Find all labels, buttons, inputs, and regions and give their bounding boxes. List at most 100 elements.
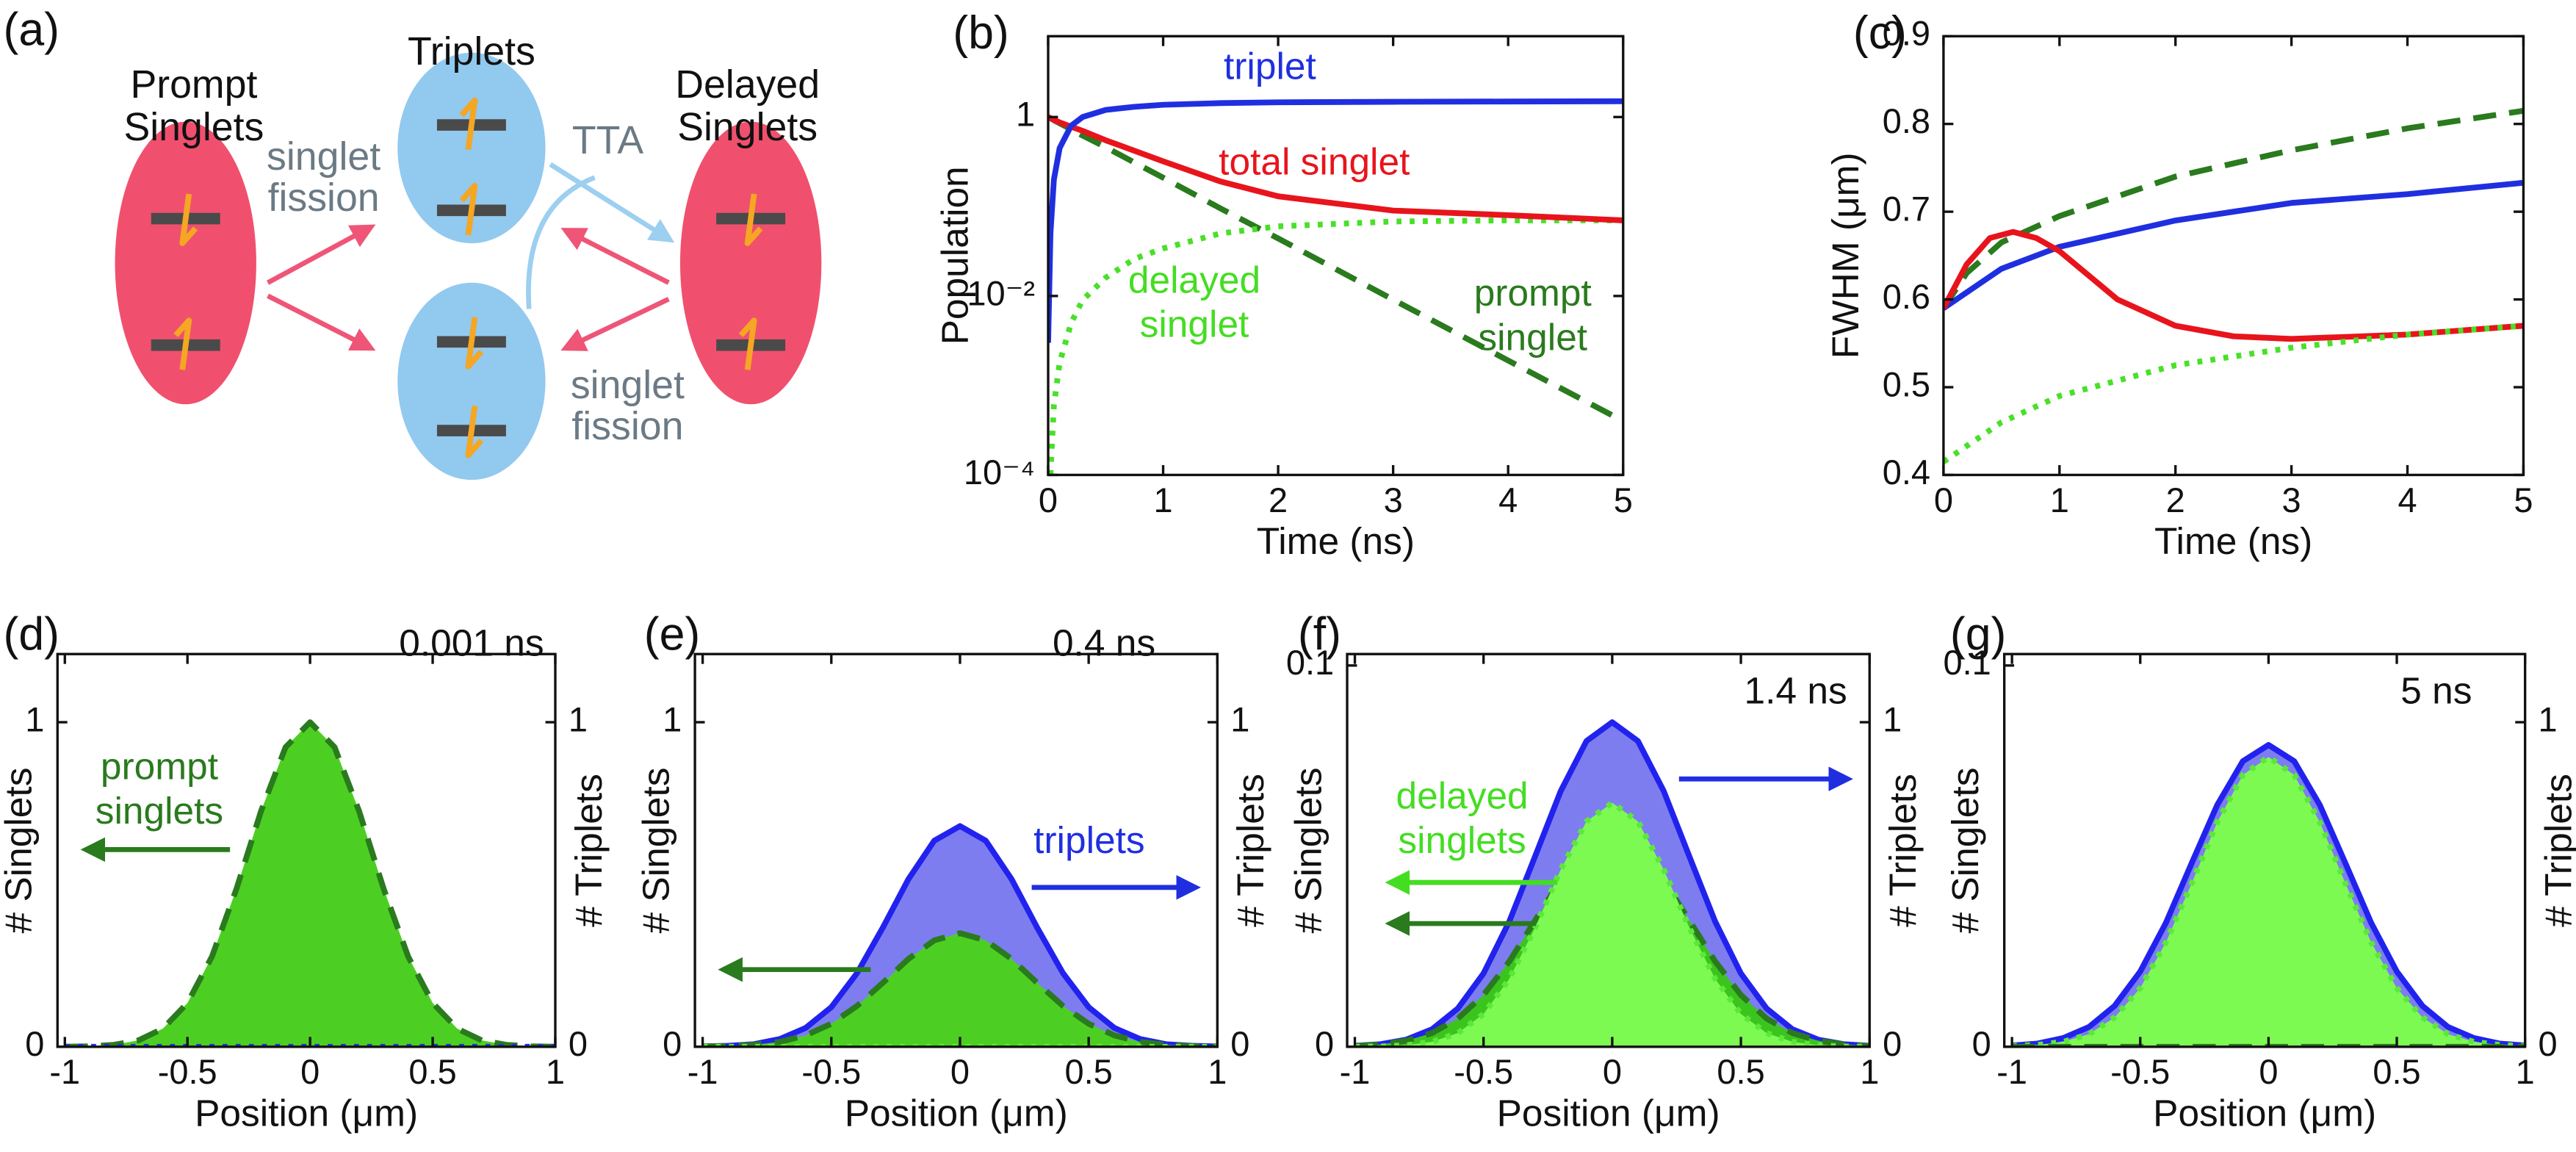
y-axis-label: # Singlets bbox=[1286, 768, 1329, 934]
y2-axis-label: # Triplets bbox=[567, 774, 610, 927]
line bbox=[702, 823, 1218, 1047]
x-tick-label: 3 bbox=[2282, 480, 2301, 519]
spin bbox=[179, 193, 198, 247]
line bbox=[2011, 742, 2525, 1047]
x-tick-label: -1 bbox=[1996, 1052, 2027, 1091]
spin bbox=[459, 97, 478, 151]
x-axis-label: Position (μm) bbox=[195, 1091, 418, 1134]
state-label: Singlets bbox=[677, 105, 818, 149]
y2-tick-label: 0 bbox=[569, 1024, 588, 1063]
line bbox=[1047, 114, 1623, 223]
plot-area bbox=[2011, 742, 2525, 1047]
line bbox=[1354, 836, 1870, 1047]
x-tick-label: 1 bbox=[2516, 1052, 2535, 1091]
state-label: Delayed bbox=[675, 62, 820, 107]
x-tick-label: 0 bbox=[1603, 1052, 1622, 1091]
annotation: delayed bbox=[1396, 774, 1528, 817]
y-tick-label: 0.7 bbox=[1883, 190, 1930, 228]
arrow bbox=[560, 228, 670, 285]
line bbox=[65, 719, 555, 1047]
panel-label: (a) bbox=[3, 4, 59, 55]
x-tick-label: 0 bbox=[950, 1052, 970, 1091]
y2-tick-label: 1 bbox=[1883, 699, 1902, 738]
x-tick-label: 1 bbox=[1153, 480, 1172, 519]
arrow bbox=[560, 297, 670, 351]
plot-frame bbox=[693, 652, 1219, 1048]
x-tick-label: 1 bbox=[1860, 1052, 1879, 1091]
annotation: prompt bbox=[1474, 271, 1592, 314]
x-tick-label: 2 bbox=[1269, 480, 1288, 519]
x-tick-label: -0.5 bbox=[1454, 1052, 1513, 1091]
y-tick-label: 1 bbox=[25, 699, 44, 738]
x-tick-label: 3 bbox=[1384, 480, 1403, 519]
x-tick-label: 5 bbox=[1614, 480, 1633, 519]
chart: 0 1 2 3 4 5 0.4 0.5 0.6 0.7 0.8 0.9 Time (ns) FWHM (μ… bbox=[1824, 7, 2533, 562]
line bbox=[1943, 107, 2524, 310]
annotation: singlets bbox=[95, 789, 223, 832]
x-tick-label: 1 bbox=[1208, 1052, 1227, 1091]
process-label: singlet bbox=[267, 134, 380, 179]
area bbox=[702, 933, 1218, 1047]
area bbox=[65, 722, 555, 1047]
y-axis-label: Population bbox=[934, 166, 976, 345]
panel-label: (d) bbox=[3, 608, 59, 660]
x-axis-label: Time (ns) bbox=[1257, 519, 1415, 562]
y-tick-label: 1 bbox=[1016, 95, 1035, 134]
annotation: total singlet bbox=[1219, 140, 1410, 182]
annotation: 5 ns bbox=[2400, 669, 2472, 712]
spin bbox=[738, 317, 757, 370]
triplet-state bbox=[397, 282, 546, 480]
annotation: singlet bbox=[1478, 316, 1587, 359]
y-tick-label: 0.8 bbox=[1883, 101, 1930, 140]
y-axis-label: # Singlets bbox=[0, 768, 40, 934]
plot-area bbox=[1047, 98, 1623, 475]
line bbox=[1354, 719, 1870, 1047]
plot-frame bbox=[1047, 35, 1625, 477]
x-tick-label: 4 bbox=[1498, 480, 1518, 519]
process-label: fission bbox=[571, 404, 683, 448]
y-tick-label: 0.5 bbox=[1883, 364, 1930, 403]
tta-arrow bbox=[549, 162, 675, 243]
plot-area bbox=[1354, 719, 1870, 1047]
x-tick-label: 1 bbox=[546, 1052, 565, 1091]
x-axis-label: Position (μm) bbox=[1497, 1091, 1720, 1134]
panel-label: (e) bbox=[644, 608, 701, 660]
y-tick-label: 0.9 bbox=[1883, 14, 1930, 53]
y2-tick-label: 1 bbox=[2539, 699, 2558, 738]
plot-area bbox=[1943, 107, 2524, 464]
line bbox=[1047, 98, 1623, 343]
x-axis-label: Position (μm) bbox=[2153, 1091, 2376, 1134]
y-tick-label: 0 bbox=[25, 1024, 44, 1063]
x-axis-label: Position (μm) bbox=[845, 1091, 1068, 1134]
y-axis-label: FWHM (μm) bbox=[1824, 152, 1866, 359]
line bbox=[1943, 228, 2524, 342]
y2-tick-label: 0 bbox=[2539, 1024, 2558, 1063]
annotation-arrows bbox=[80, 766, 1853, 982]
y-tick-label: 0 bbox=[1972, 1024, 1991, 1063]
annotation: delayed bbox=[1128, 258, 1260, 300]
spin bbox=[173, 317, 192, 370]
y-tick-label: 0 bbox=[1315, 1024, 1334, 1063]
annotation: triplets bbox=[1033, 818, 1145, 861]
y2-tick-label: 1 bbox=[569, 699, 588, 738]
process-label: fission bbox=[268, 176, 380, 220]
arrow bbox=[267, 293, 376, 351]
annotation: 1.4 ns bbox=[1745, 669, 1847, 712]
annotation: prompt bbox=[101, 744, 218, 787]
x-tick-label: -0.5 bbox=[2110, 1052, 2170, 1091]
spin bbox=[465, 405, 484, 458]
spin bbox=[465, 317, 484, 370]
tta-arc bbox=[526, 175, 596, 309]
x-tick-label: 0.5 bbox=[1065, 1052, 1113, 1091]
y2-axis-label: # Triplets bbox=[1881, 774, 1924, 927]
x-tick-label: 0 bbox=[1039, 480, 1058, 519]
y-tick-label: 0.1 bbox=[1286, 643, 1334, 682]
x-tick-label: 0 bbox=[300, 1052, 320, 1091]
line bbox=[1354, 799, 1870, 1047]
line bbox=[702, 930, 1218, 1047]
